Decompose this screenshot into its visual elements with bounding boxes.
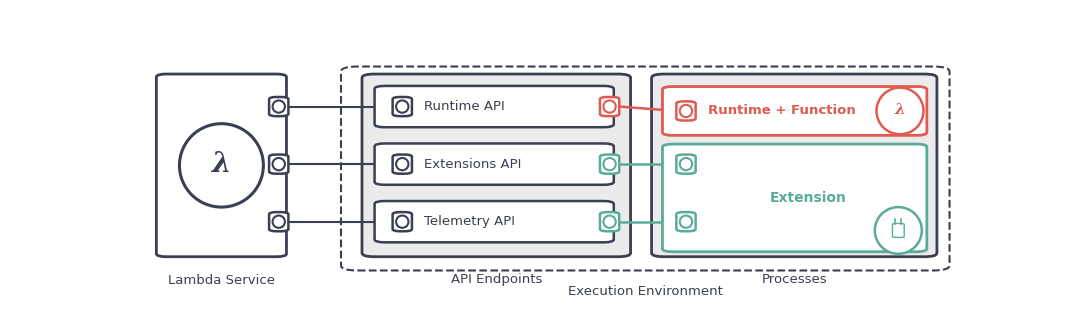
FancyBboxPatch shape — [269, 97, 288, 116]
FancyBboxPatch shape — [676, 101, 695, 121]
FancyBboxPatch shape — [600, 154, 619, 174]
Ellipse shape — [680, 158, 692, 170]
FancyBboxPatch shape — [652, 74, 937, 257]
FancyBboxPatch shape — [600, 212, 619, 231]
Ellipse shape — [603, 158, 616, 170]
Text: λ: λ — [895, 103, 905, 117]
FancyBboxPatch shape — [676, 212, 695, 231]
Ellipse shape — [273, 215, 285, 228]
FancyBboxPatch shape — [362, 74, 630, 257]
FancyBboxPatch shape — [663, 86, 927, 135]
FancyBboxPatch shape — [156, 74, 286, 257]
Text: Processes: Processes — [761, 273, 827, 286]
FancyBboxPatch shape — [269, 212, 288, 231]
FancyBboxPatch shape — [375, 86, 614, 127]
FancyBboxPatch shape — [663, 144, 927, 252]
Text: Lambda Service: Lambda Service — [168, 274, 275, 287]
Ellipse shape — [680, 215, 692, 228]
FancyBboxPatch shape — [676, 154, 695, 174]
Text: API Endpoints: API Endpoints — [451, 273, 542, 286]
Text: Runtime + Function: Runtime + Function — [708, 104, 856, 117]
Ellipse shape — [396, 215, 408, 228]
FancyBboxPatch shape — [892, 223, 904, 238]
FancyBboxPatch shape — [375, 201, 614, 242]
Ellipse shape — [680, 105, 692, 117]
FancyBboxPatch shape — [375, 143, 614, 185]
FancyBboxPatch shape — [393, 212, 412, 231]
Text: Execution Environment: Execution Environment — [567, 285, 722, 298]
Ellipse shape — [603, 215, 616, 228]
FancyBboxPatch shape — [393, 97, 412, 116]
FancyBboxPatch shape — [269, 154, 288, 174]
Ellipse shape — [396, 158, 408, 170]
Ellipse shape — [875, 207, 922, 254]
Text: Runtime API: Runtime API — [425, 100, 505, 113]
Text: Telemetry API: Telemetry API — [425, 215, 516, 228]
Ellipse shape — [603, 100, 616, 113]
Ellipse shape — [876, 88, 924, 134]
Text: λ: λ — [211, 150, 231, 178]
Ellipse shape — [273, 158, 285, 170]
Ellipse shape — [273, 100, 285, 113]
Ellipse shape — [180, 124, 263, 207]
Text: Extension: Extension — [769, 191, 846, 205]
FancyBboxPatch shape — [600, 97, 619, 116]
FancyBboxPatch shape — [393, 154, 412, 174]
Ellipse shape — [396, 100, 408, 113]
Text: Extensions API: Extensions API — [425, 158, 522, 171]
